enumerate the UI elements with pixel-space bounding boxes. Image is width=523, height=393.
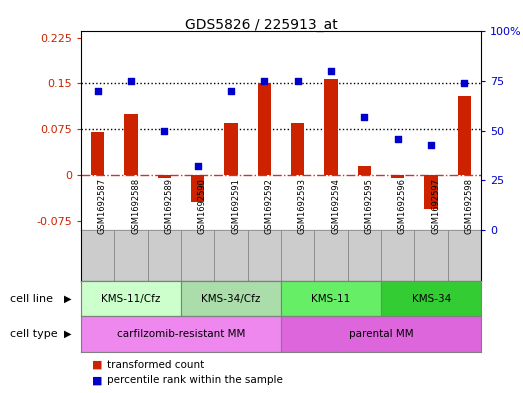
Point <box>427 141 435 148</box>
Point <box>94 88 102 94</box>
Point <box>327 68 335 74</box>
Bar <box>91 132 105 175</box>
Text: GSM1692593: GSM1692593 <box>298 178 307 234</box>
Point <box>394 136 402 142</box>
Bar <box>81 230 115 281</box>
Text: KMS-34: KMS-34 <box>412 294 451 304</box>
Bar <box>281 281 381 316</box>
Bar <box>248 230 281 281</box>
Text: cell line: cell line <box>10 294 53 304</box>
Text: ▶: ▶ <box>64 329 72 339</box>
Text: parental MM: parental MM <box>349 329 414 339</box>
Text: KMS-11/Cfz: KMS-11/Cfz <box>101 294 161 304</box>
Point <box>293 78 302 84</box>
Text: ▶: ▶ <box>64 294 72 304</box>
Point <box>227 88 235 94</box>
Text: cell type: cell type <box>10 329 58 339</box>
Text: GSM1692597: GSM1692597 <box>431 178 440 234</box>
Text: transformed count: transformed count <box>107 360 204 370</box>
Bar <box>258 83 271 175</box>
Text: GSM1692588: GSM1692588 <box>131 178 140 234</box>
Text: GSM1692591: GSM1692591 <box>231 178 240 234</box>
Bar <box>224 123 238 175</box>
Bar <box>391 175 404 178</box>
Text: GSM1692592: GSM1692592 <box>265 178 274 234</box>
Bar <box>81 316 281 352</box>
Bar <box>124 114 138 175</box>
Point <box>194 163 202 169</box>
Bar <box>281 316 481 352</box>
Text: GDS5826 / 225913_at: GDS5826 / 225913_at <box>185 18 338 32</box>
Bar <box>147 230 181 281</box>
Bar <box>358 166 371 175</box>
Text: ■: ■ <box>92 360 102 370</box>
Bar <box>191 175 204 202</box>
Text: carfilzomib-resistant MM: carfilzomib-resistant MM <box>117 329 245 339</box>
Text: KMS-34/Cfz: KMS-34/Cfz <box>201 294 261 304</box>
Text: GSM1692589: GSM1692589 <box>164 178 174 234</box>
Bar <box>448 230 481 281</box>
Point <box>360 114 369 120</box>
Text: GSM1692598: GSM1692598 <box>464 178 473 234</box>
Bar <box>181 281 281 316</box>
Bar <box>115 230 147 281</box>
Point <box>160 127 168 134</box>
Point <box>127 78 135 84</box>
Text: ■: ■ <box>92 375 102 386</box>
Text: GSM1692595: GSM1692595 <box>365 178 373 234</box>
Bar <box>181 230 214 281</box>
Point <box>460 80 469 86</box>
Text: percentile rank within the sample: percentile rank within the sample <box>107 375 283 386</box>
Text: GSM1692594: GSM1692594 <box>331 178 340 234</box>
Bar <box>314 230 348 281</box>
Text: GSM1692596: GSM1692596 <box>398 178 407 234</box>
Text: GSM1692590: GSM1692590 <box>198 178 207 234</box>
Bar <box>415 230 448 281</box>
Bar <box>214 230 248 281</box>
Bar <box>458 95 471 175</box>
Bar <box>281 230 314 281</box>
Point <box>260 78 269 84</box>
Bar <box>81 281 181 316</box>
Bar <box>291 123 304 175</box>
Text: GSM1692587: GSM1692587 <box>98 178 107 234</box>
Bar <box>348 230 381 281</box>
Bar <box>381 281 481 316</box>
Bar <box>381 230 414 281</box>
Bar <box>158 175 171 178</box>
Text: KMS-11: KMS-11 <box>312 294 351 304</box>
Bar <box>324 79 338 175</box>
Bar <box>425 175 438 209</box>
